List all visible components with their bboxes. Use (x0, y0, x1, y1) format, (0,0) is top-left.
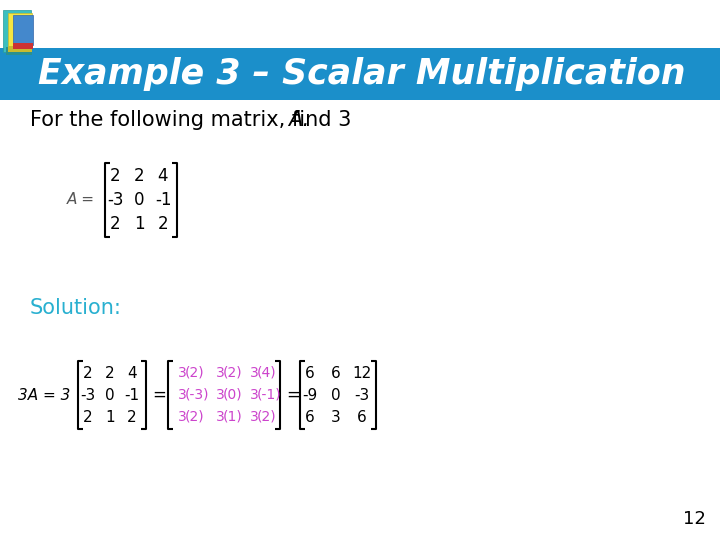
Text: 3: 3 (178, 410, 186, 424)
Text: -1: -1 (125, 388, 140, 402)
Text: -1: -1 (155, 191, 171, 209)
Bar (13, 43, 33, 49)
Text: For the following matrix, find 3: For the following matrix, find 3 (30, 110, 351, 130)
Text: Example 3 – Scalar Multiplication: Example 3 – Scalar Multiplication (38, 57, 685, 91)
Text: (4): (4) (257, 366, 276, 380)
Text: 1: 1 (134, 215, 144, 233)
Text: 3: 3 (216, 388, 225, 402)
Text: 2: 2 (109, 167, 120, 185)
Text: 0: 0 (134, 191, 144, 209)
Text: (-1): (-1) (257, 388, 282, 402)
Text: (0): (0) (223, 388, 243, 402)
Text: -3: -3 (107, 191, 123, 209)
Text: =: = (152, 386, 166, 404)
Text: -3: -3 (81, 388, 96, 402)
Text: 3: 3 (216, 366, 225, 380)
Text: 3: 3 (250, 388, 258, 402)
Text: 2: 2 (105, 366, 114, 381)
Bar (3, 10, 31, 52)
Bar (8, 13, 32, 48)
Text: A =: A = (67, 192, 95, 207)
Text: 6: 6 (305, 366, 315, 381)
Text: 3: 3 (250, 366, 258, 380)
Text: Solution:: Solution: (30, 298, 122, 318)
Text: -3: -3 (354, 388, 369, 402)
Text: 12: 12 (683, 510, 706, 528)
Text: 4: 4 (158, 167, 168, 185)
Text: 3: 3 (216, 410, 225, 424)
Text: (2): (2) (257, 410, 276, 424)
Text: -9: -9 (302, 388, 318, 402)
Text: 2: 2 (134, 167, 144, 185)
Text: 0: 0 (331, 388, 341, 402)
Text: 3A = 3: 3A = 3 (18, 388, 71, 402)
Bar (13, 15, 33, 45)
Bar (8, 46, 32, 52)
Text: (-3): (-3) (185, 388, 210, 402)
Text: 1: 1 (105, 409, 114, 424)
Text: 3: 3 (178, 366, 186, 380)
Text: 6: 6 (357, 409, 367, 424)
Text: 3: 3 (178, 388, 186, 402)
Text: (2): (2) (223, 366, 243, 380)
Text: 2: 2 (84, 366, 93, 381)
Text: 0: 0 (105, 388, 114, 402)
Text: A.: A. (288, 110, 310, 130)
Bar (6, 47, 32, 55)
Text: 2: 2 (127, 409, 137, 424)
Text: 2: 2 (84, 409, 93, 424)
Text: 2: 2 (158, 215, 168, 233)
Bar (0, 48, 720, 100)
Text: 2: 2 (109, 215, 120, 233)
Text: 3: 3 (331, 409, 341, 424)
Text: (1): (1) (223, 410, 243, 424)
Text: =: = (286, 386, 300, 404)
Text: 4: 4 (127, 366, 137, 381)
Text: (2): (2) (185, 410, 204, 424)
Text: 6: 6 (305, 409, 315, 424)
Text: 6: 6 (331, 366, 341, 381)
Text: (2): (2) (185, 366, 204, 380)
Text: 3: 3 (250, 410, 258, 424)
Text: 12: 12 (352, 366, 372, 381)
